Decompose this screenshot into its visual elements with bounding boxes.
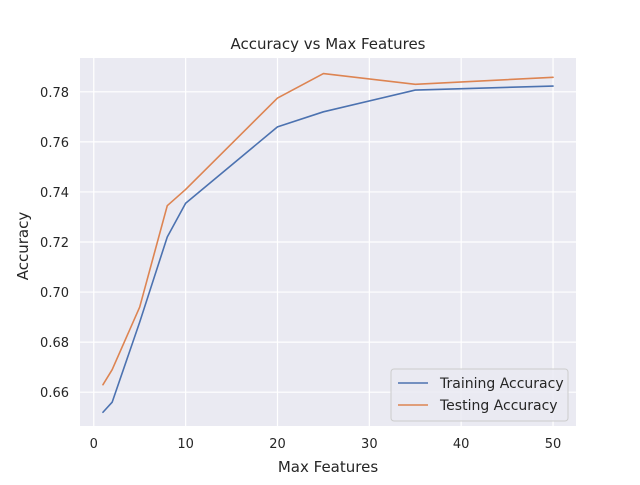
y-tick-labels: 0.66 0.68 0.70 0.72 0.74 0.76 0.78 [40,86,69,401]
y-tick-label: 0.70 [40,286,69,301]
y-tick-label: 0.68 [40,336,69,351]
legend-label-testing: Testing Accuracy [439,398,558,414]
y-tick-label: 0.72 [40,236,69,251]
legend-label-training: Training Accuracy [439,376,564,392]
x-tick-label: 0 [90,437,98,452]
series-line-testing [102,72,554,386]
y-tick-label: 0.76 [40,136,69,151]
y-tick-label: 0.66 [40,386,69,401]
chart-title: Accuracy vs Max Features [231,35,426,53]
y-axis-label: Accuracy [14,212,32,281]
x-tick-label: 20 [269,437,286,452]
x-axis-label: Max Features [278,458,378,476]
legend: Training Accuracy Testing Accuracy [390,368,569,422]
x-tick-label: 30 [361,437,378,452]
series-lines [102,72,554,414]
legend-box [390,368,569,422]
series-line-training [102,85,554,414]
y-tick-label: 0.74 [40,186,69,201]
x-tick-label: 50 [545,437,562,452]
x-tick-labels: 0 10 20 30 40 50 [90,437,562,452]
grid [80,58,576,426]
y-tick-label: 0.78 [40,86,69,101]
x-tick-label: 40 [453,437,470,452]
x-tick-label: 10 [177,437,194,452]
